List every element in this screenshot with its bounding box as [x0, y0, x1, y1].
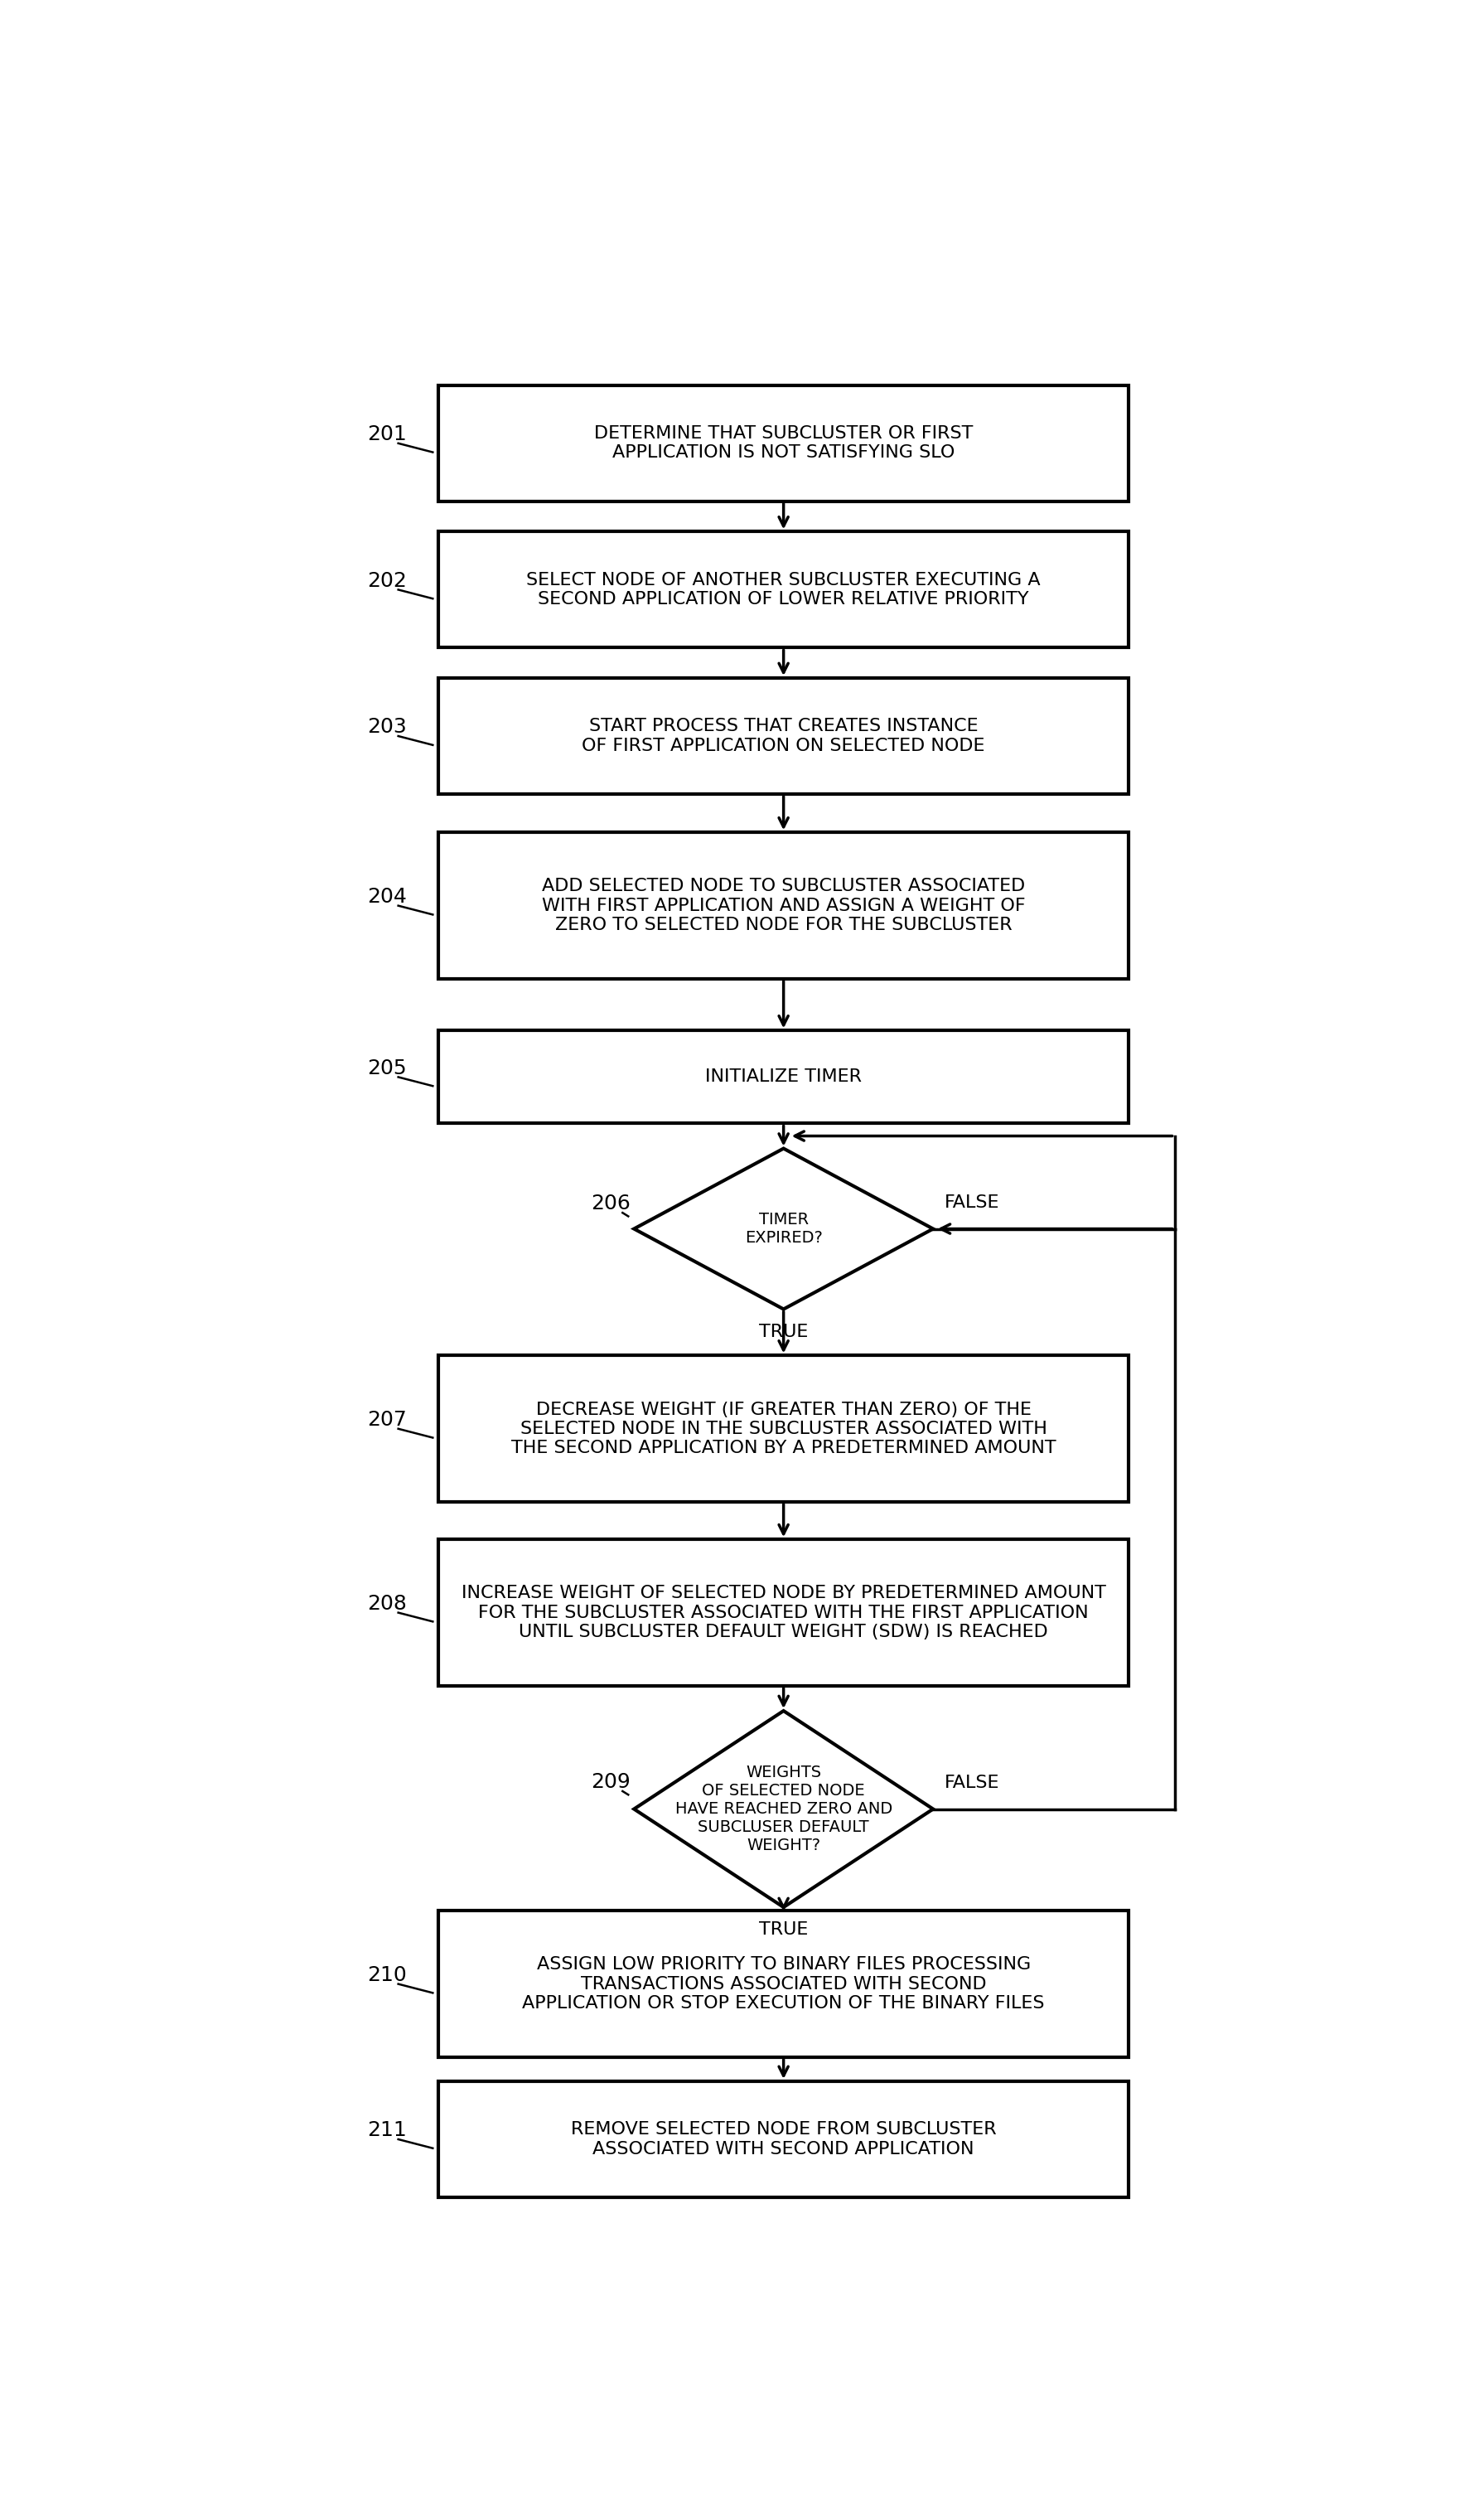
Text: FALSE: FALSE	[945, 1775, 1000, 1790]
Bar	[439, 531, 1129, 649]
Bar	[439, 1911, 1129, 2058]
Text: DECREASE WEIGHT (IF GREATER THAN ZERO) OF THE
SELECTED NODE IN THE SUBCLUSTER AS: DECREASE WEIGHT (IF GREATER THAN ZERO) O…	[510, 1402, 1057, 1457]
Bar	[439, 1540, 1129, 1685]
Text: 202: 202	[367, 571, 407, 591]
Text: INITIALIZE TIMER: INITIALIZE TIMER	[705, 1069, 862, 1084]
Bar	[439, 831, 1129, 979]
Bar	[439, 386, 1129, 501]
Text: INCREASE WEIGHT OF SELECTED NODE BY PREDETERMINED AMOUNT
FOR THE SUBCLUSTER ASSO: INCREASE WEIGHT OF SELECTED NODE BY PRED…	[462, 1585, 1106, 1640]
Text: START PROCESS THAT CREATES INSTANCE
OF FIRST APPLICATION ON SELECTED NODE: START PROCESS THAT CREATES INSTANCE OF F…	[582, 719, 985, 754]
Text: 208: 208	[367, 1593, 407, 1613]
Text: TRUE: TRUE	[758, 1325, 809, 1340]
Text: ASSIGN LOW PRIORITY TO BINARY FILES PROCESSING
TRANSACTIONS ASSOCIATED WITH SECO: ASSIGN LOW PRIORITY TO BINARY FILES PROC…	[522, 1956, 1045, 2011]
Text: TIMER
EXPIRED?: TIMER EXPIRED?	[745, 1212, 822, 1247]
Text: WEIGHTS
OF SELECTED NODE
HAVE REACHED ZERO AND
SUBCLUSER DEFAULT
WEIGHT?: WEIGHTS OF SELECTED NODE HAVE REACHED ZE…	[675, 1765, 892, 1853]
Text: ADD SELECTED NODE TO SUBCLUSTER ASSOCIATED
WITH FIRST APPLICATION AND ASSIGN A W: ADD SELECTED NODE TO SUBCLUSTER ASSOCIAT…	[542, 879, 1025, 934]
Text: 206: 206	[591, 1194, 631, 1214]
Text: 203: 203	[367, 716, 407, 736]
Text: 211: 211	[367, 2121, 407, 2141]
Text: SELECT NODE OF ANOTHER SUBCLUSTER EXECUTING A
SECOND APPLICATION OF LOWER RELATI: SELECT NODE OF ANOTHER SUBCLUSTER EXECUT…	[527, 571, 1040, 608]
Bar	[439, 679, 1129, 794]
Text: 205: 205	[367, 1059, 407, 1079]
Text: 209: 209	[591, 1773, 631, 1793]
Polygon shape	[634, 1149, 933, 1310]
Text: REMOVE SELECTED NODE FROM SUBCLUSTER
ASSOCIATED WITH SECOND APPLICATION: REMOVE SELECTED NODE FROM SUBCLUSTER ASS…	[571, 2121, 996, 2158]
Bar	[439, 1032, 1129, 1124]
Polygon shape	[634, 1710, 933, 1908]
Text: TRUE: TRUE	[758, 1921, 809, 1938]
Text: 201: 201	[367, 426, 407, 443]
Text: 207: 207	[367, 1410, 407, 1430]
Text: 210: 210	[367, 1966, 407, 1986]
Bar	[439, 2081, 1129, 2199]
Text: 204: 204	[367, 886, 407, 906]
Bar	[439, 1355, 1129, 1502]
Text: FALSE: FALSE	[945, 1194, 1000, 1212]
Text: DETERMINE THAT SUBCLUSTER OR FIRST
APPLICATION IS NOT SATISFYING SLO: DETERMINE THAT SUBCLUSTER OR FIRST APPLI…	[594, 426, 974, 461]
